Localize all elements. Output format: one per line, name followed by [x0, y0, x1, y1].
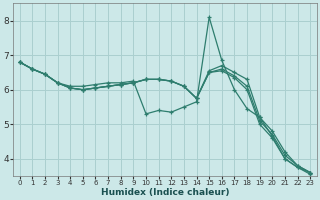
X-axis label: Humidex (Indice chaleur): Humidex (Indice chaleur): [101, 188, 229, 197]
